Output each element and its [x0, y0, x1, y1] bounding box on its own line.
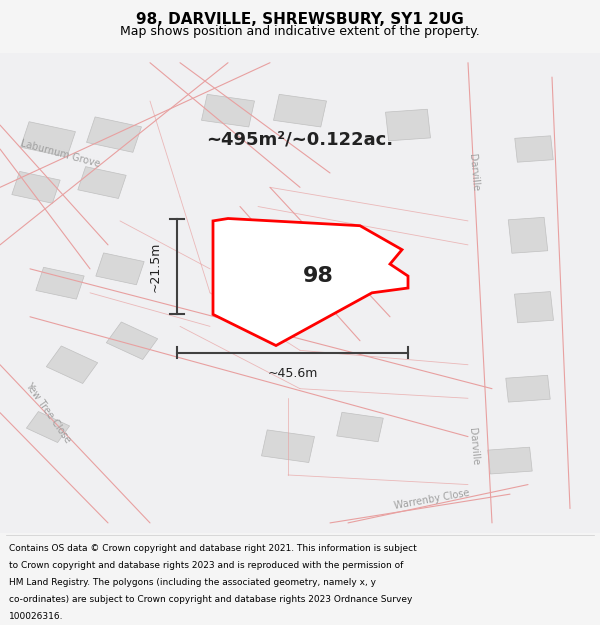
- Text: Map shows position and indicative extent of the property.: Map shows position and indicative extent…: [120, 25, 480, 38]
- Bar: [20, 122, 76, 157]
- Bar: [96, 253, 144, 285]
- Text: to Crown copyright and database rights 2023 and is reproduced with the permissio: to Crown copyright and database rights 2…: [9, 561, 403, 570]
- Text: 98, DARVILLE, SHREWSBURY, SY1 2UG: 98, DARVILLE, SHREWSBURY, SY1 2UG: [136, 12, 464, 27]
- Bar: [26, 411, 70, 442]
- Bar: [275, 254, 325, 284]
- Bar: [86, 117, 142, 152]
- Bar: [514, 292, 554, 322]
- Text: 100026316.: 100026316.: [9, 612, 64, 621]
- Bar: [262, 430, 314, 462]
- Text: co-ordinates) are subject to Crown copyright and database rights 2023 Ordnance S: co-ordinates) are subject to Crown copyr…: [9, 595, 412, 604]
- Text: ~45.6m: ~45.6m: [268, 367, 317, 380]
- Text: Darville: Darville: [467, 154, 481, 192]
- Text: Yew Tree Close: Yew Tree Close: [23, 381, 73, 445]
- Bar: [106, 322, 158, 359]
- Bar: [12, 171, 60, 203]
- Bar: [274, 94, 326, 127]
- Text: Contains OS data © Crown copyright and database right 2021. This information is : Contains OS data © Crown copyright and d…: [9, 544, 417, 552]
- Bar: [515, 136, 553, 162]
- Text: 98: 98: [302, 266, 334, 286]
- Bar: [508, 217, 548, 253]
- Bar: [78, 167, 126, 199]
- Bar: [506, 375, 550, 402]
- Polygon shape: [213, 219, 408, 346]
- Text: Darville: Darville: [467, 427, 481, 466]
- Bar: [46, 346, 98, 384]
- Bar: [202, 94, 254, 127]
- Bar: [36, 268, 84, 299]
- Bar: [337, 412, 383, 442]
- Bar: [488, 448, 532, 474]
- Bar: [386, 109, 430, 141]
- Text: Warrenby Close: Warrenby Close: [394, 488, 470, 511]
- Text: ~21.5m: ~21.5m: [149, 241, 162, 292]
- Text: HM Land Registry. The polygons (including the associated geometry, namely x, y: HM Land Registry. The polygons (includin…: [9, 578, 376, 587]
- Text: ~495m²/~0.122ac.: ~495m²/~0.122ac.: [206, 131, 394, 148]
- Text: Laburnum Grove: Laburnum Grove: [19, 138, 101, 169]
